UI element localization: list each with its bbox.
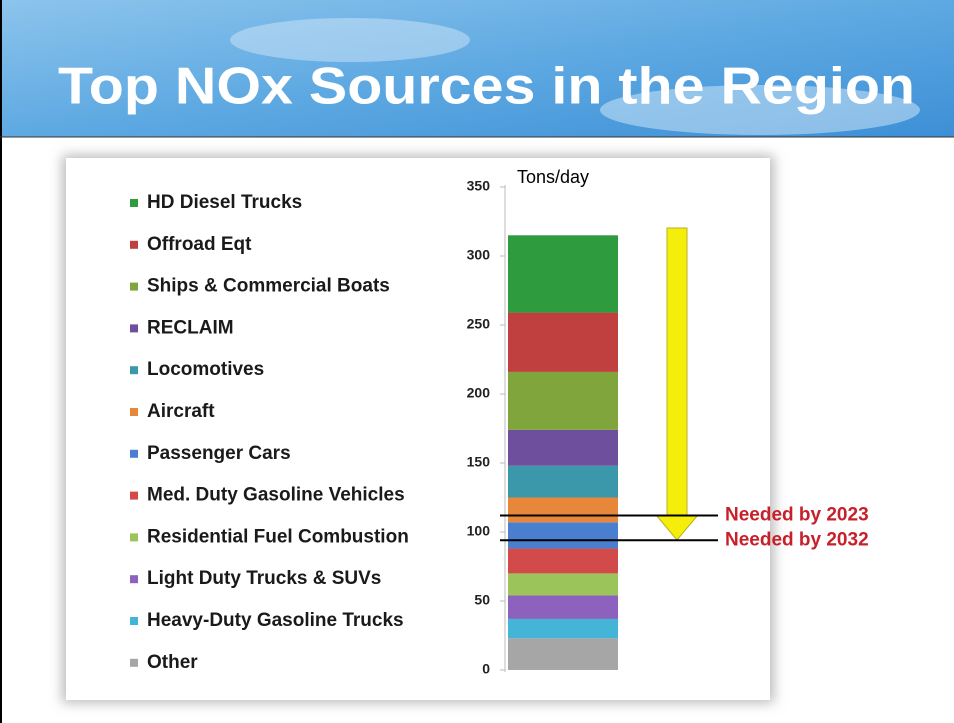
legend-label: Passenger Cars bbox=[147, 443, 291, 464]
bar-segment bbox=[508, 573, 618, 596]
legend-label: Light Duty Trucks & SUVs bbox=[147, 568, 381, 589]
legend-swatch bbox=[130, 575, 138, 584]
legend-label: Heavy-Duty Gasoline Trucks bbox=[147, 610, 404, 631]
y-tick-label: 200 bbox=[467, 385, 491, 401]
bar-segment bbox=[508, 312, 618, 372]
bar-segment bbox=[508, 618, 618, 639]
y-tick-label: 150 bbox=[467, 454, 491, 470]
bar-segment bbox=[508, 371, 618, 430]
legend-label: RECLAIM bbox=[147, 317, 234, 338]
legend-swatch bbox=[130, 533, 138, 542]
legend-swatch bbox=[130, 658, 138, 667]
legend-label: Aircraft bbox=[147, 401, 215, 422]
y-tick-label: 300 bbox=[467, 247, 491, 263]
target-label: Needed by 2023 bbox=[725, 504, 869, 525]
legend-swatch bbox=[130, 408, 138, 416]
legend-label: HD Diesel Trucks bbox=[147, 192, 302, 213]
legend-swatch bbox=[130, 491, 138, 500]
chart-panel bbox=[66, 158, 770, 700]
y-tick-label: 50 bbox=[474, 592, 490, 608]
bar-segment bbox=[508, 465, 618, 498]
bar-segment bbox=[508, 235, 618, 313]
legend-swatch bbox=[130, 199, 138, 207]
legend-label: Offroad Eqt bbox=[147, 234, 252, 255]
y-tick-label: 350 bbox=[467, 178, 491, 194]
legend-swatch bbox=[130, 324, 138, 333]
bar-segment bbox=[508, 595, 618, 619]
y-tick-label: 0 bbox=[482, 661, 490, 677]
legend-swatch bbox=[130, 449, 138, 458]
legend-swatch bbox=[130, 282, 138, 291]
bar-segment bbox=[508, 497, 618, 523]
bar-segment bbox=[508, 548, 618, 574]
cloud bbox=[230, 18, 470, 62]
legend-swatch bbox=[130, 240, 138, 249]
bar-segment bbox=[508, 522, 618, 549]
y-tick-label: 250 bbox=[467, 316, 491, 332]
cloud bbox=[600, 85, 920, 135]
legend-label: Residential Fuel Combustion bbox=[147, 526, 409, 547]
legend-label: Locomotives bbox=[147, 359, 264, 380]
y-tick-label: 100 bbox=[467, 523, 491, 539]
title: Top NOx Sources in the Region bbox=[58, 58, 915, 116]
legend-label: Med. Duty Gasoline Vehicles bbox=[147, 485, 405, 506]
bar-segment bbox=[508, 429, 618, 466]
legend-label: Other bbox=[147, 652, 198, 673]
target-label: Needed by 2032 bbox=[725, 529, 869, 550]
legend-swatch bbox=[130, 366, 138, 375]
bar-segment bbox=[508, 638, 618, 670]
legend-label: Ships & Commercial Boats bbox=[147, 276, 390, 297]
y-axis-label: Tons/day bbox=[517, 167, 589, 187]
legend-swatch bbox=[130, 617, 138, 625]
